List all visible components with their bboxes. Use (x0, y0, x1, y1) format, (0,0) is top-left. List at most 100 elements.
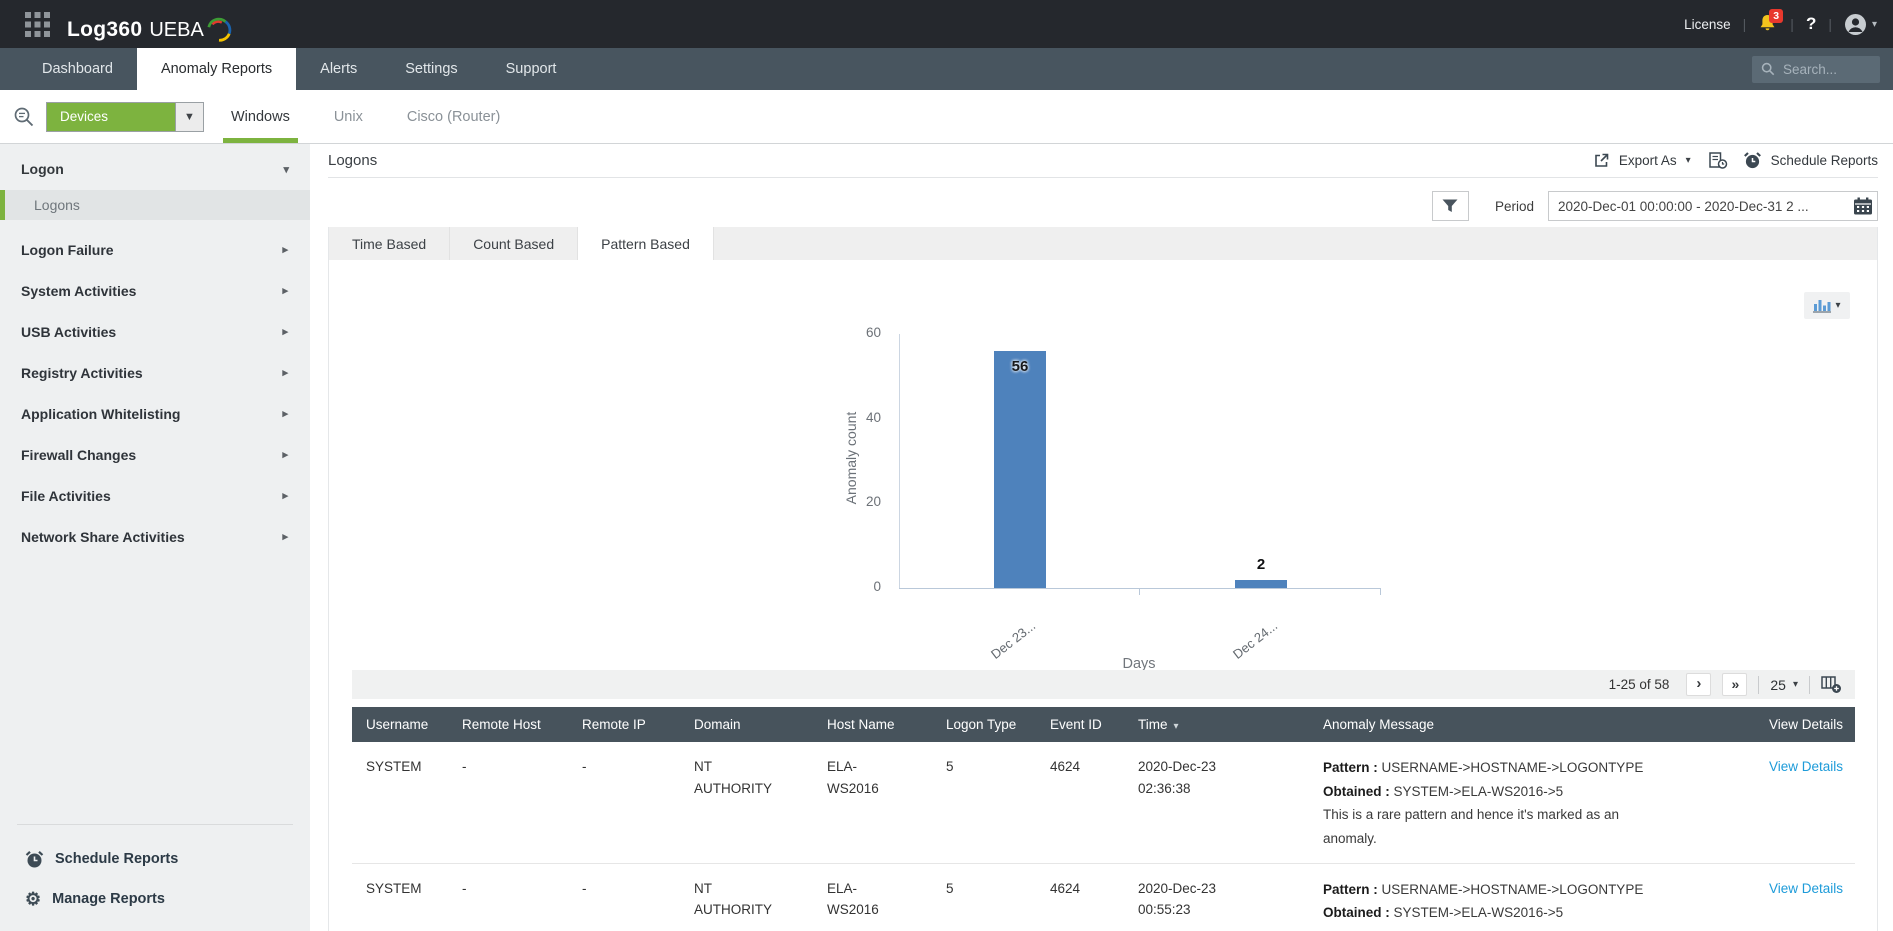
col-event-id[interactable]: Event ID (1036, 707, 1124, 742)
schedule-reports-button[interactable]: Schedule Reports (1770, 152, 1878, 168)
pattern-label: Pattern : (1323, 760, 1378, 775)
device-subnav: Devices ▼ Windows Unix Cisco (Router) (0, 90, 1893, 144)
calendar-icon[interactable] (1853, 197, 1873, 216)
nav-tab-dashboard[interactable]: Dashboard (42, 61, 113, 77)
sidebar-section-network-share-activities[interactable]: Network Share Activities ▸ (0, 516, 310, 557)
sidebar-section-logon-failure[interactable]: Logon Failure ▸ (0, 229, 310, 270)
sidebar-manage-reports[interactable]: ⚙ Manage Reports (0, 879, 310, 919)
sidebar-section-registry-activities[interactable]: Registry Activities ▸ (0, 352, 310, 393)
bar-dec-24[interactable]: 2 (1235, 556, 1287, 588)
cell-host-name: ELA-WS2016 (813, 863, 932, 931)
add-column-icon[interactable] (1821, 675, 1842, 694)
col-remote-host[interactable]: Remote Host (448, 707, 568, 742)
header-right-group: License | 3 | ? | ▾ (1684, 9, 1877, 36)
alarm-clock-icon (1743, 151, 1761, 168)
obtained-label: Obtained : (1323, 905, 1390, 921)
sidebar-section-logon[interactable]: Logon ▾ (0, 152, 310, 186)
report-header: Logons Export As ▾ Schedule Reports (328, 146, 1878, 174)
view-details-link[interactable]: View Details (1768, 880, 1843, 896)
sidebar-schedule-reports[interactable]: Schedule Reports (0, 839, 310, 879)
tab-time-based[interactable]: Time Based (329, 227, 451, 260)
cell-view-details: View Details (1661, 863, 1855, 931)
col-anomaly-message[interactable]: Anomaly Message (1309, 707, 1661, 742)
chevron-right-icon: ▸ (282, 285, 288, 297)
col-host-name[interactable]: Host Name (813, 707, 932, 742)
pattern-value: USERNAME->HOSTNAME->LOGONTYPE (1381, 760, 1644, 775)
tab-pattern-based[interactable]: Pattern Based (578, 227, 714, 260)
sidebar-section-system-activities[interactable]: System Activities ▸ (0, 270, 310, 311)
period-label: Period (1494, 198, 1534, 214)
nav-tab-settings[interactable]: Settings (405, 61, 458, 77)
notifications-button[interactable]: 3 (1758, 9, 1784, 35)
funnel-icon (1442, 199, 1458, 212)
chevron-down-icon: ▾ (1685, 154, 1691, 166)
next-page-button[interactable]: › (1686, 673, 1712, 696)
sidebar-section-usb-activities[interactable]: USB Activities ▸ (0, 311, 310, 352)
search-placeholder: Search... (1783, 61, 1838, 77)
sidebar-divider (17, 824, 293, 825)
col-username[interactable]: Username (352, 707, 448, 742)
user-menu[interactable]: ▾ (1844, 13, 1877, 36)
avatar-icon (1844, 13, 1866, 35)
export-history-icon[interactable] (1708, 151, 1728, 170)
chevron-down-icon: ▾ (283, 163, 289, 176)
view-details-link[interactable]: View Details (1768, 759, 1843, 774)
global-search-input[interactable]: Search... (1752, 55, 1880, 83)
sidebar-section-label: Network Share Activities (21, 528, 185, 545)
sidebar-section-file-activities[interactable]: File Activities ▸ (0, 475, 310, 516)
header-separator: | (1742, 16, 1747, 32)
filter-row: Period 2020-Dec-01 00:00:00 - 2020-Dec-3… (1431, 191, 1878, 221)
bar-dec-23[interactable]: 56 (994, 350, 1046, 588)
nav-tab-alerts[interactable]: Alerts (320, 61, 358, 77)
col-logon-type[interactable]: Logon Type (932, 707, 1036, 742)
chart-type-button[interactable]: ▾ (1804, 292, 1850, 319)
chevron-down-icon: ▾ (1835, 300, 1841, 311)
anomaly-bar-chart: ▾ Anomaly count 60 40 20 0 56 2 Dec 23..… (329, 260, 1877, 703)
alarm-clock-icon (25, 850, 44, 867)
sidebar-section-application-whitelisting[interactable]: Application Whitelisting ▸ (0, 393, 310, 434)
pagination-separator (1809, 675, 1810, 694)
header-separator: | (1790, 16, 1794, 32)
cell-host-name: ELA-WS2016 (813, 742, 932, 864)
sidebar-item-label: Logons (34, 197, 80, 213)
apps-grid-icon[interactable] (24, 11, 51, 38)
tab-unix[interactable]: Unix (333, 108, 363, 125)
chevron-down-icon: ▼ (184, 110, 195, 123)
last-page-button[interactable]: » (1722, 673, 1748, 696)
sidebar-footer: Schedule Reports ⚙ Manage Reports (0, 824, 310, 919)
devices-dropdown-caret[interactable]: ▼ (175, 102, 203, 131)
obtained-value: SYSTEM->ELA-WS2016->5 (1393, 783, 1564, 799)
nav-tab-support[interactable]: Support (505, 61, 557, 77)
col-domain[interactable]: Domain (680, 707, 813, 742)
pattern-value: USERNAME->HOSTNAME->LOGONTYPE (1381, 881, 1644, 897)
nav-tab-anomaly-reports[interactable]: Anomaly Reports (136, 48, 297, 90)
col-remote-ip[interactable]: Remote IP (568, 707, 680, 742)
table-row: SYSTEM - - NT AUTHORITY ELA-WS2016 5 462… (352, 863, 1855, 931)
cell-username: SYSTEM (352, 742, 448, 864)
page-size-select[interactable]: 25 ▾ (1770, 677, 1798, 693)
cell-time: 2020-Dec-23 02:36:38 (1124, 742, 1309, 864)
tab-windows[interactable]: Windows (223, 90, 298, 143)
chevron-right-icon: ▸ (282, 490, 288, 502)
devices-dropdown[interactable]: Devices ▼ (46, 101, 204, 132)
cell-event-id: 4624 (1036, 863, 1124, 931)
sidebar-section-label: USB Activities (21, 323, 117, 340)
license-link[interactable]: License (1684, 16, 1731, 32)
cell-logon-type: 5 (932, 742, 1036, 864)
tab-cisco-router[interactable]: Cisco (Router) (406, 108, 501, 125)
cell-remote-ip: - (568, 742, 680, 864)
x-tick-mark (1380, 589, 1381, 595)
anomaly-note: This is a rare pattern and hence it's ma… (1323, 929, 1619, 931)
report-search-icon[interactable] (12, 105, 36, 129)
tab-count-based[interactable]: Count Based (450, 227, 579, 260)
sidebar-item-logons[interactable]: Logons (0, 190, 310, 220)
filter-button[interactable] (1431, 191, 1469, 221)
chevron-right-icon: ▸ (282, 531, 288, 543)
period-input[interactable]: 2020-Dec-01 00:00:00 - 2020-Dec-31 2 ... (1548, 191, 1878, 221)
col-time[interactable]: Time ▾ (1124, 707, 1309, 742)
help-button[interactable]: ? (1805, 14, 1817, 33)
page-size-value: 25 (1770, 676, 1786, 693)
sidebar-section-firewall-changes[interactable]: Firewall Changes ▸ (0, 434, 310, 475)
search-icon (1761, 62, 1775, 76)
export-as-button[interactable]: Export As (1618, 152, 1677, 168)
